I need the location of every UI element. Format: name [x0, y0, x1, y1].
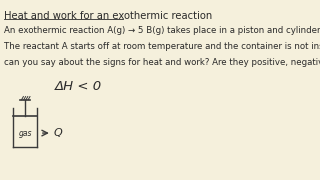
Text: The reactant A starts off at room temperature and the container is not insulated: The reactant A starts off at room temper…	[4, 42, 320, 51]
Text: can you say about the signs for heat and work? Are they positive, negative, or z: can you say about the signs for heat and…	[4, 58, 320, 67]
Text: Q: Q	[53, 128, 62, 138]
Text: An exothermic reaction A(g) → 5 B(g) takes place in a piston and cylinder arrang: An exothermic reaction A(g) → 5 B(g) tak…	[4, 26, 320, 35]
Text: Heat and work for an exothermic reaction: Heat and work for an exothermic reaction	[4, 11, 212, 21]
Text: ΔH < 0: ΔH < 0	[55, 80, 102, 93]
Text: gas: gas	[19, 129, 32, 138]
